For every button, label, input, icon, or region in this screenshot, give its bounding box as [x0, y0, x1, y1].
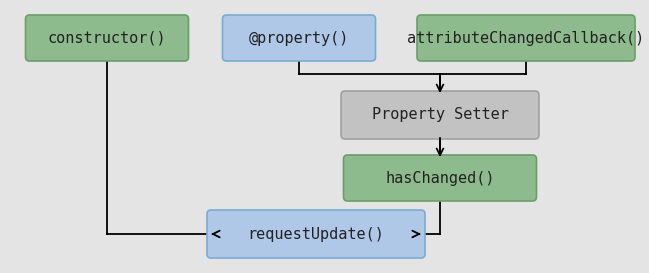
Text: attributeChangedCallback(): attributeChangedCallback() — [408, 31, 644, 46]
Text: Property Setter: Property Setter — [372, 108, 508, 123]
Text: hasChanged(): hasChanged() — [386, 171, 495, 185]
FancyBboxPatch shape — [223, 15, 376, 61]
FancyBboxPatch shape — [343, 155, 537, 201]
FancyBboxPatch shape — [25, 15, 188, 61]
FancyBboxPatch shape — [417, 15, 635, 61]
Text: @property(): @property() — [249, 31, 349, 46]
Text: requestUpdate(): requestUpdate() — [247, 227, 384, 242]
FancyBboxPatch shape — [207, 210, 425, 258]
FancyBboxPatch shape — [341, 91, 539, 139]
Text: constructor(): constructor() — [47, 31, 166, 46]
